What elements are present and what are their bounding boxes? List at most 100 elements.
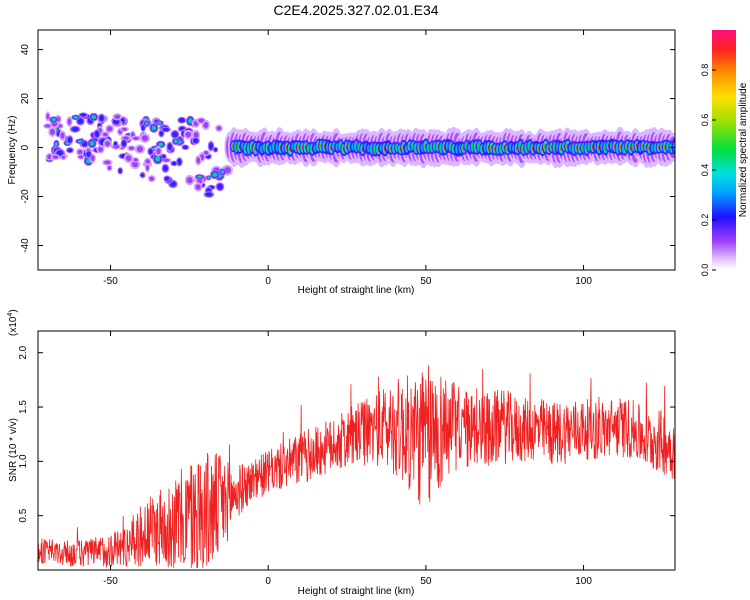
- svg-text:(x104): (x104): [7, 309, 19, 336]
- spectrogram-blob: [149, 149, 153, 154]
- snr-frame: [37, 330, 676, 571]
- spectrogram-blob: [203, 121, 209, 129]
- spectrogram-frame: [37, 29, 676, 271]
- spectrogram-blob: [193, 139, 198, 143]
- spectrogram-blob: [61, 155, 66, 159]
- x-tick-label: 0: [265, 576, 271, 587]
- spectrogram-blob: [218, 184, 222, 189]
- spectrogram-blob: [44, 124, 51, 128]
- spectrogram-blob: [141, 125, 145, 130]
- colorbar: 0.0 0.2 0.4 0.6 0.8 Normalized spectral ampl…: [700, 30, 749, 276]
- spectrogram-blob: [99, 115, 104, 121]
- spectrogram-blob: [165, 177, 169, 181]
- spectrogram-blobs: [42, 111, 675, 198]
- spectrogram-blob: [68, 148, 72, 152]
- spectrogram-blob: [92, 115, 96, 119]
- spectrogram-blob: [67, 118, 72, 125]
- spectrogram-blob: [145, 159, 151, 164]
- x-tick-label: 0: [265, 276, 271, 287]
- snr-y-ticks: 0.5 1.0 1.5 2.0: [18, 345, 675, 523]
- spectrogram-blob: [145, 164, 150, 171]
- spectrogram-blob: [185, 131, 192, 138]
- spectrogram-blob: [163, 166, 168, 171]
- spectrogram-blob: [163, 128, 169, 131]
- spectrogram-blob: [155, 156, 160, 161]
- spectrogram-blob: [136, 146, 144, 152]
- snr-xlabel: Height of straight line (km): [298, 586, 415, 597]
- spectrogram-blob: [216, 126, 222, 131]
- snr-scale-label: (x104): [7, 309, 19, 336]
- y-tick-label: -40: [20, 238, 31, 253]
- spectrogram-blob: [206, 193, 212, 197]
- spectrogram-blob: [87, 152, 91, 157]
- snr-ylabel: SNR (10 * v/v): [8, 418, 19, 482]
- spectrogram-blob: [114, 142, 117, 145]
- spectrogram-blob: [49, 128, 55, 135]
- spectrogram-blob: [157, 122, 162, 124]
- y-tick-label: -20: [20, 189, 31, 204]
- spectrogram-blob: [132, 136, 140, 140]
- spectrogram-blob: [58, 124, 63, 128]
- spectrogram-blob: [121, 127, 128, 131]
- spectrogram-blob: [90, 141, 94, 146]
- snr-series-line: [38, 365, 675, 568]
- colorbar-label: Normalized spectral amplitude: [738, 82, 749, 217]
- spectrogram-blob: [107, 165, 112, 170]
- spectrogram-blob: [672, 141, 675, 152]
- spectrogram-blob: [68, 137, 72, 142]
- spectrogram-blob: [128, 146, 135, 150]
- spectrogram-blob: [149, 176, 155, 181]
- y-tick-label: 2.0: [18, 345, 29, 359]
- spectrogram-blob: [74, 116, 78, 119]
- y-tick-label: 1.5: [18, 400, 29, 414]
- spectrogram-blob: [78, 155, 84, 159]
- spectrogram-blob: [213, 173, 217, 177]
- spectrogram-blob: [159, 131, 163, 136]
- colorbar-gradient: [712, 30, 736, 270]
- snr-x-ticks: -50 0 50 100: [103, 331, 592, 587]
- y-tick-label: 0: [20, 144, 31, 150]
- spectrogram-blob: [55, 142, 58, 146]
- x-tick-label: 100: [575, 276, 592, 287]
- spectrogram-blob: [183, 146, 188, 149]
- spectrogram-blob: [72, 127, 78, 131]
- colorbar-tick-label: 0.0: [700, 264, 710, 277]
- x-tick-label: 50: [420, 276, 432, 287]
- spectrogram-blob: [52, 155, 59, 159]
- snr-scale-prefix: (x10: [8, 316, 19, 336]
- spectrogram-blob: [158, 143, 163, 146]
- spectrogram-blob: [198, 118, 205, 123]
- spectrogram-blob: [106, 126, 113, 132]
- spectrogram-blob: [125, 155, 132, 162]
- y-tick-label: 1.0: [18, 454, 29, 468]
- spectrogram-blob: [114, 114, 121, 119]
- spectrogram-blob: [196, 157, 201, 164]
- x-tick-label: -50: [103, 576, 118, 587]
- spectrogram-blob: [156, 148, 161, 155]
- spectrogram-x-ticks: -50 0 50 100: [103, 30, 592, 287]
- spectrogram-blob: [133, 158, 138, 162]
- spectrogram-blob: [188, 119, 192, 123]
- x-tick-label: 100: [575, 576, 592, 587]
- spectrogram-blob: [57, 151, 63, 156]
- spectrogram-blob: [197, 175, 202, 178]
- spectrogram-blob: [90, 155, 95, 162]
- snr-scale-exponent: 4: [7, 313, 14, 317]
- spectrogram-blob: [180, 127, 185, 131]
- spectrogram-blob: [104, 160, 111, 165]
- spectrogram-blob: [95, 131, 99, 137]
- spectrogram-blob: [203, 151, 209, 155]
- y-tick-label: 20: [20, 93, 31, 105]
- spectrogram-blob: [174, 139, 177, 143]
- x-tick-label: 50: [420, 576, 432, 587]
- spectrogram-blob: [214, 148, 217, 151]
- figure-title: C2E4.2025.327.02.01.E34: [273, 2, 438, 18]
- spectrogram-blob: [177, 159, 181, 164]
- spectrogram-blob: [78, 119, 83, 124]
- spectrogram-blob: [141, 173, 144, 177]
- spectrogram-blob: [81, 113, 86, 117]
- spectrogram-blob: [118, 169, 122, 173]
- spectrogram-xlabel: Height of straight line (km): [298, 285, 415, 296]
- colorbar-tick-label: 0.6: [700, 114, 710, 127]
